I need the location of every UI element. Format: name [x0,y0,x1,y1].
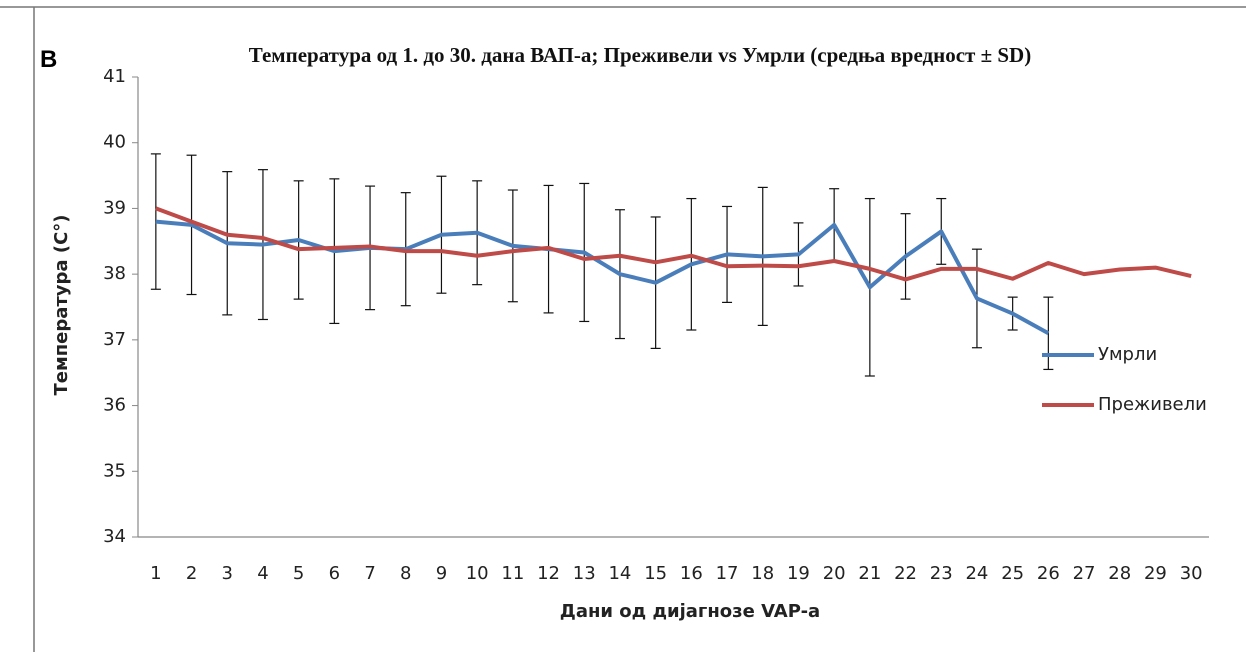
legend-label: Умрли [1098,344,1157,365]
x-tick-label: 18 [751,563,774,584]
x-tick-label: 20 [823,563,846,584]
x-tick-label: 21 [858,563,881,584]
x-tick-label: 1 [150,563,161,584]
x-tick-label: 2 [186,563,197,584]
y-tick-label: 37 [103,329,126,350]
x-tick-label: 5 [293,563,304,584]
panel-label: B [40,46,58,73]
x-tick-label: 13 [573,563,596,584]
x-tick-label: 30 [1180,563,1203,584]
x-axis-label: Дани од дијагнозе VAP-a [560,601,820,622]
y-tick-label: 34 [103,526,126,547]
x-tick-label: 8 [400,563,411,584]
x-tick-label: 4 [257,563,268,584]
x-tick-label: 28 [1108,563,1131,584]
y-tick-label: 41 [103,66,126,87]
x-tick-label: 16 [680,563,703,584]
x-tick-label: 29 [1144,563,1167,584]
y-tick-label: 36 [103,395,126,416]
x-tick-label: 11 [501,563,524,584]
series-line [155,206,1192,282]
y-axis-label: Температура (C°) [51,214,72,395]
y-tick-label: 35 [103,460,126,481]
legend-label: Преживели [1098,394,1207,415]
x-tick-label: 19 [787,563,810,584]
x-tick-label: 7 [364,563,375,584]
x-tick-label: 14 [608,563,631,584]
x-tick-label: 9 [436,563,447,584]
x-tick-label: 6 [329,563,340,584]
x-tick-label: 10 [466,563,489,584]
chart-title: Температура од 1. до 30. дана ВАП-а; Пре… [248,43,1032,67]
y-tick-label: 40 [103,132,126,153]
x-tick-label: 15 [644,563,667,584]
series-line [155,219,1050,336]
y-tick-label: 39 [103,197,126,218]
x-tick-label: 17 [716,563,739,584]
x-tick-label: 25 [1001,563,1024,584]
x-tick-label: 23 [930,563,953,584]
x-tick-label: 27 [1073,563,1096,584]
x-tick-label: 22 [894,563,917,584]
x-tick-label: 12 [537,563,560,584]
x-tick-label: 3 [222,563,233,584]
x-tick-label: 26 [1037,563,1060,584]
y-tick-label: 38 [103,263,126,284]
x-tick-label: 24 [965,563,988,584]
